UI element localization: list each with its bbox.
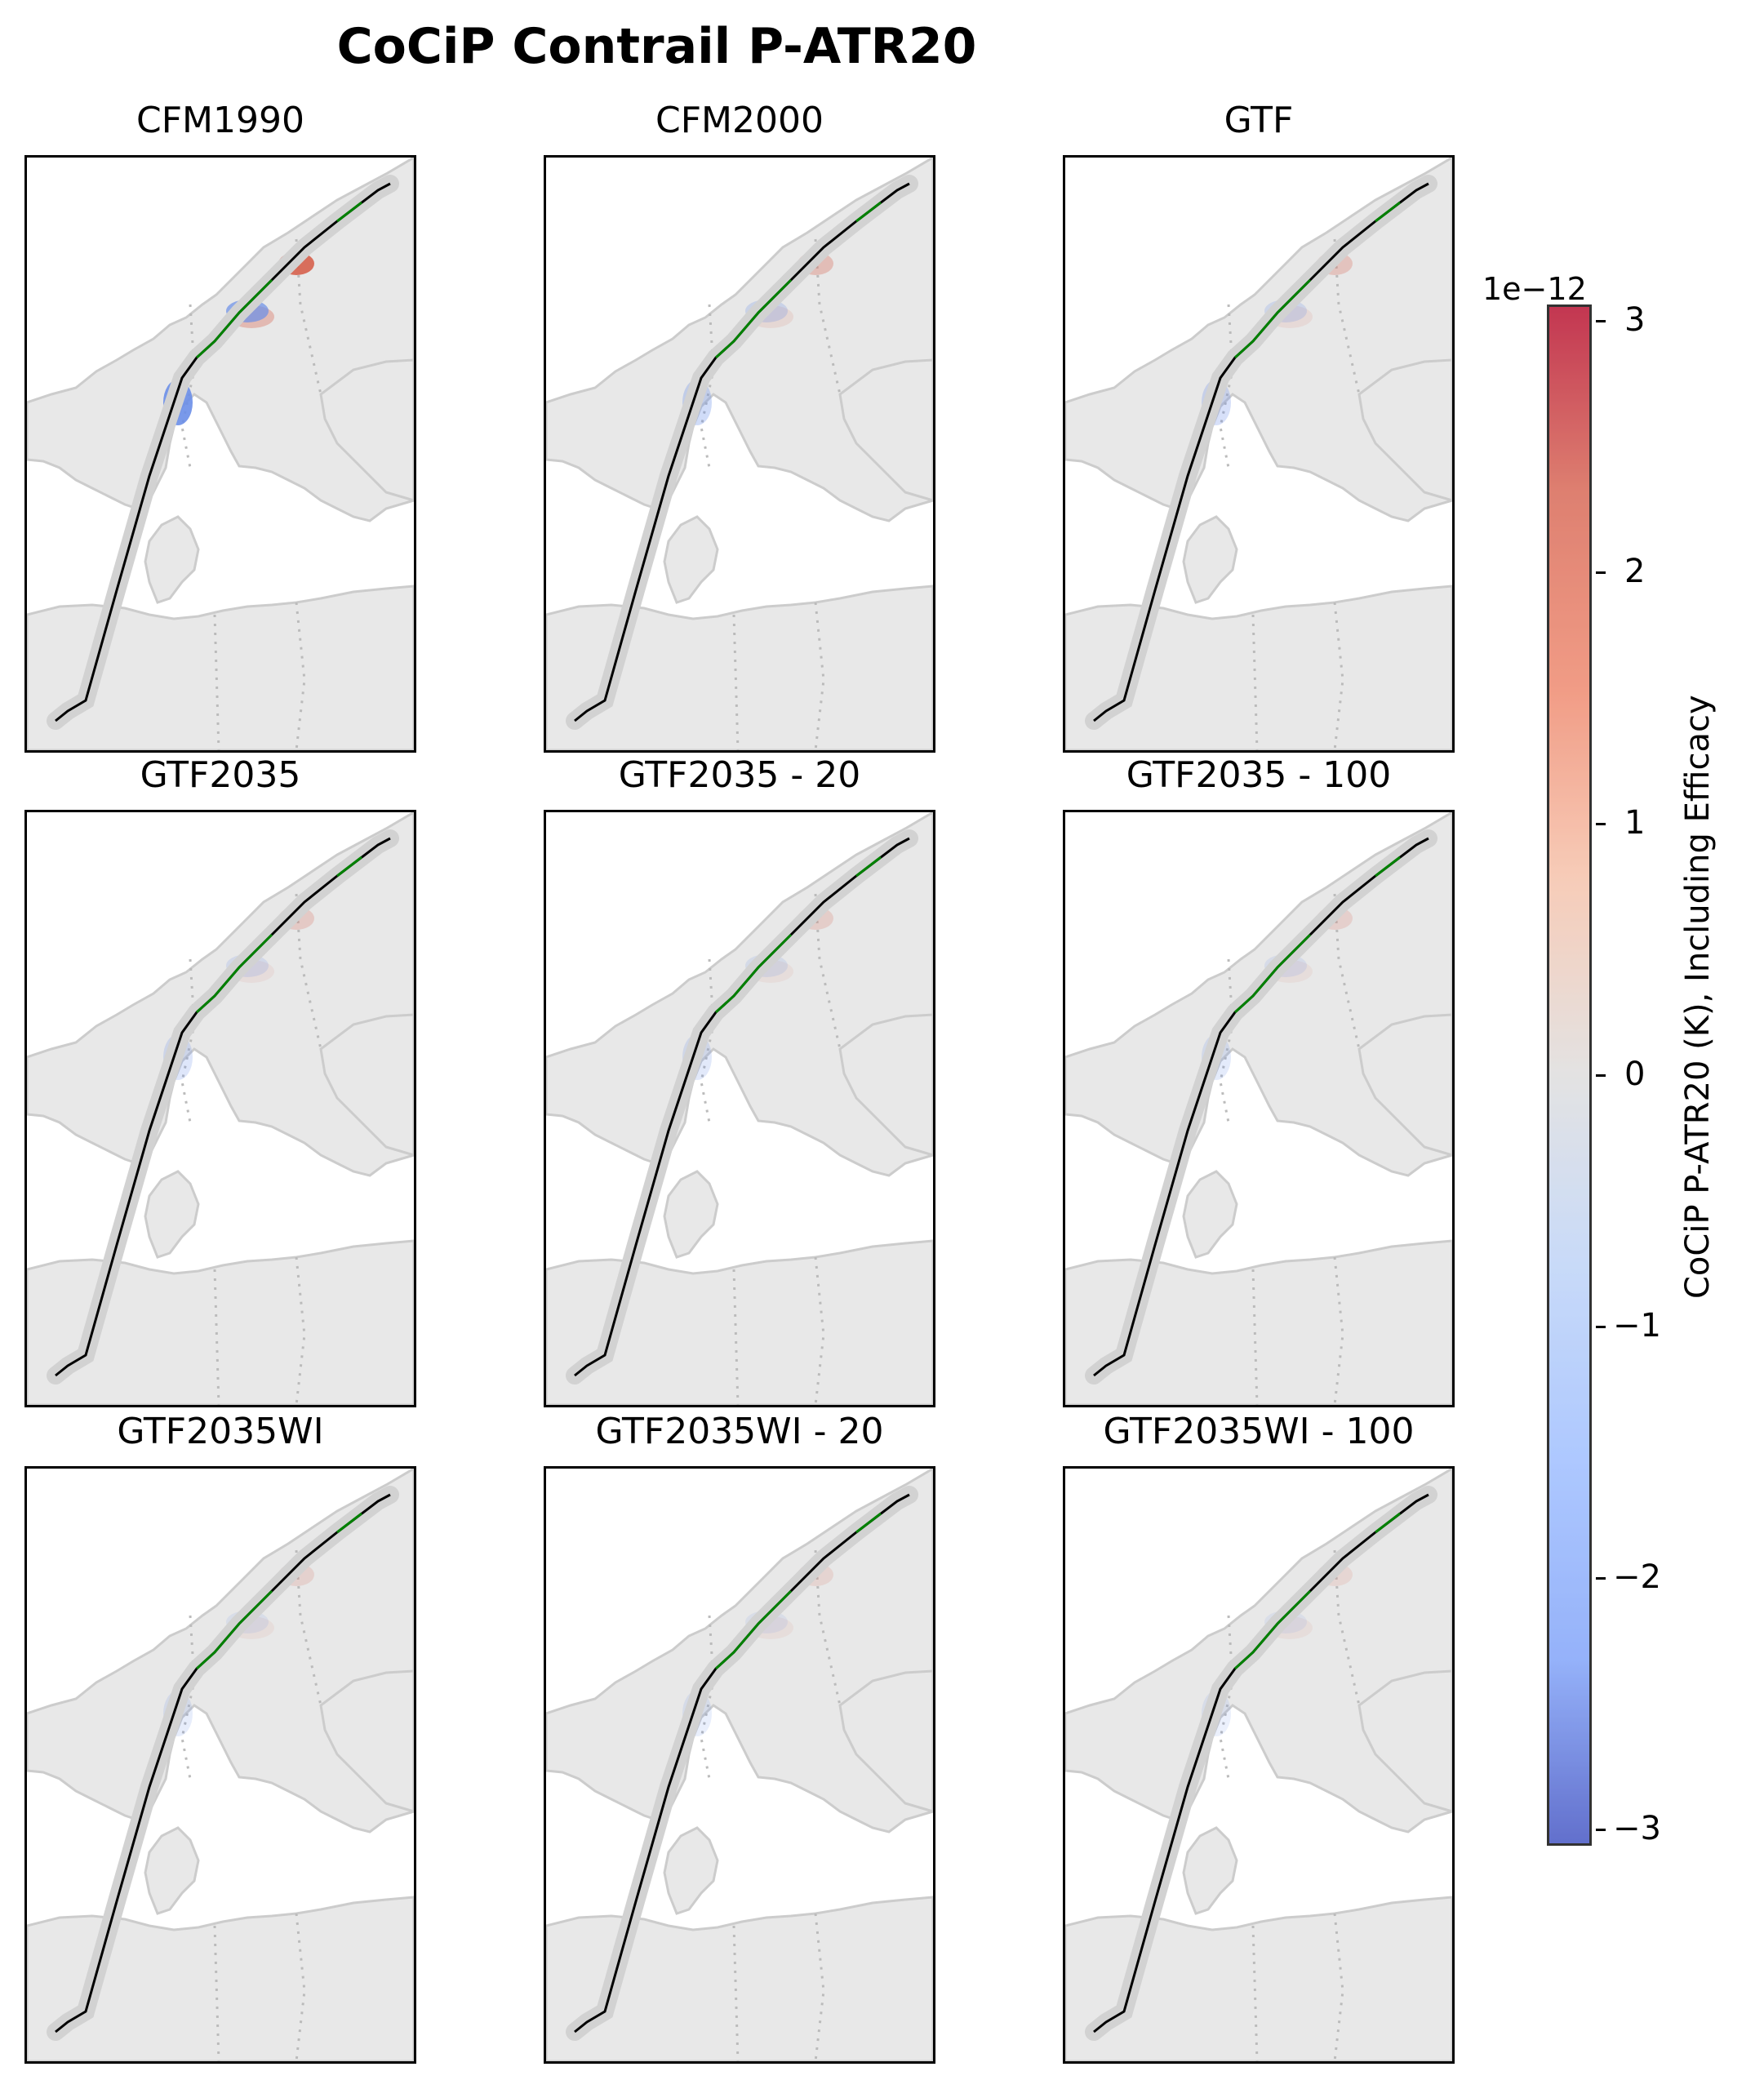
map-canvas (1065, 812, 1452, 1405)
panel-title-6: GTF2035 - 100 (1126, 754, 1392, 796)
colorbar-tick-mark (1596, 1073, 1606, 1077)
land-continent (546, 585, 933, 750)
colorbar-tick-mark (1596, 1828, 1606, 1831)
land-continent (27, 585, 414, 750)
map-panel-8 (544, 1466, 935, 2064)
map-canvas (546, 158, 933, 750)
colorbar-exponent: 1e−12 (1482, 271, 1587, 307)
contrail-segment (195, 278, 273, 359)
contrail-segment (1375, 856, 1401, 878)
land-denmark (1182, 1826, 1238, 1915)
panel-title-8: GTF2035WI - 20 (595, 1411, 884, 1452)
land-finland (838, 1013, 933, 1157)
land-denmark (144, 515, 200, 604)
figure-title: CoCiP Contrail P-ATR20 (336, 18, 977, 75)
colorbar-tick-mark (1596, 571, 1606, 574)
contrail-segment (195, 933, 273, 1014)
map-panel-9 (1063, 1466, 1455, 2064)
panel-title-7: GTF2035WI (117, 1411, 324, 1452)
map-canvas (546, 812, 933, 1405)
land-denmark (663, 1826, 719, 1915)
land-continent (546, 1239, 933, 1405)
contrail-segment (714, 1589, 793, 1670)
colorbar-tick-label: −1 (1613, 1307, 1661, 1345)
contrail-segment (1233, 1589, 1312, 1670)
contrail-segment (714, 933, 793, 1014)
colorbar-gradient (1547, 304, 1592, 1846)
colorbar-tick-label: −2 (1613, 1558, 1661, 1596)
map-canvas (546, 1469, 933, 2061)
land-finland (319, 358, 414, 502)
contrail-segment (195, 1589, 273, 1670)
contrail-segment (336, 856, 362, 878)
land-finland (1357, 1669, 1452, 1813)
land-continent (27, 1239, 414, 1405)
map-panel-2 (544, 155, 935, 753)
colorbar (1547, 304, 1592, 1846)
land-finland (319, 1669, 414, 1813)
panel-title-4: GTF2035 (140, 754, 301, 796)
land-continent (1065, 585, 1452, 750)
land-continent (1065, 1239, 1452, 1405)
contrail-segment (855, 1512, 882, 1534)
colorbar-tick-label: 0 (1624, 1056, 1646, 1093)
land-denmark (1182, 515, 1238, 604)
map-panel-6 (1063, 810, 1455, 1407)
land-continent (546, 1896, 933, 2061)
map-canvas (27, 158, 414, 750)
map-canvas (27, 1469, 414, 2061)
land-finland (1357, 1013, 1452, 1157)
land-continent (27, 1896, 414, 2061)
contrail-segment (336, 201, 362, 223)
contrail-segment (1233, 933, 1312, 1014)
land-denmark (144, 1826, 200, 1915)
land-finland (1357, 358, 1452, 502)
map-panel-1 (24, 155, 416, 753)
contrail-segment (855, 856, 882, 878)
contrail-segment (336, 1512, 362, 1534)
colorbar-label: CoCiP P-ATR20 (K), Including Efficacy (1679, 695, 1717, 1299)
colorbar-tick-mark (1596, 1576, 1606, 1580)
panel-title-9: GTF2035WI - 100 (1103, 1411, 1415, 1452)
colorbar-tick-mark (1596, 1325, 1606, 1328)
land-denmark (1182, 1170, 1238, 1259)
map-canvas (1065, 158, 1452, 750)
map-panel-3 (1063, 155, 1455, 753)
map-panel-7 (24, 1466, 416, 2064)
land-denmark (663, 515, 719, 604)
colorbar-tick-mark (1596, 319, 1606, 322)
contrail-segment (855, 201, 882, 223)
contrail-segment (1233, 278, 1312, 359)
panel-title-2: CFM2000 (655, 100, 824, 141)
contrail-segment (714, 278, 793, 359)
contrail-segment (1375, 1512, 1401, 1534)
contrail-segment (1375, 201, 1401, 223)
colorbar-tick-mark (1596, 822, 1606, 825)
colorbar-tick-label: 2 (1624, 553, 1646, 590)
panel-title-5: GTF2035 - 20 (618, 754, 861, 796)
panel-title-3: GTF (1224, 100, 1294, 141)
colorbar-tick-label: 3 (1624, 301, 1646, 339)
map-canvas (1065, 1469, 1452, 2061)
land-finland (838, 1669, 933, 1813)
map-canvas (27, 812, 414, 1405)
land-denmark (663, 1170, 719, 1259)
land-denmark (144, 1170, 200, 1259)
colorbar-tick-label: −3 (1613, 1810, 1661, 1847)
land-finland (838, 358, 933, 502)
map-panel-5 (544, 810, 935, 1407)
land-finland (319, 1013, 414, 1157)
land-continent (1065, 1896, 1452, 2061)
map-panel-4 (24, 810, 416, 1407)
panel-title-1: CFM1990 (136, 100, 304, 141)
colorbar-tick-label: 1 (1624, 804, 1646, 842)
